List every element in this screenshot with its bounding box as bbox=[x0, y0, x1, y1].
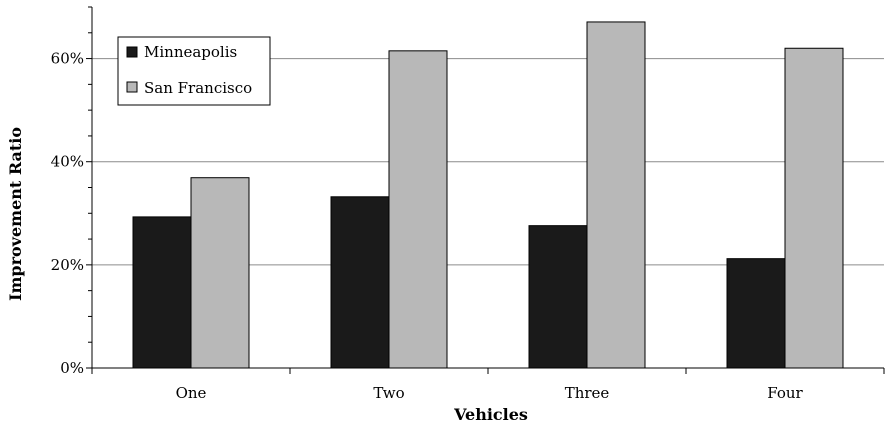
y-tick-labels: 0% 20% 40% 60% bbox=[51, 50, 84, 377]
x-tick-label: Two bbox=[373, 384, 404, 402]
x-tick-labels: One Two Three Four bbox=[176, 384, 804, 402]
x-tick-label: Three bbox=[565, 384, 610, 402]
y-tick-label: 60% bbox=[51, 50, 84, 68]
bar bbox=[528, 225, 588, 369]
x-axis-title: Vehicles bbox=[453, 405, 528, 424]
bar bbox=[330, 196, 390, 369]
axes bbox=[86, 6, 885, 374]
bar bbox=[586, 21, 646, 369]
bar bbox=[190, 177, 250, 369]
legend-swatch-san-francisco bbox=[126, 81, 138, 93]
legend-swatch-minneapolis bbox=[126, 46, 138, 58]
x-tick-label: One bbox=[176, 384, 207, 402]
y-axis-title: Improvement Ratio bbox=[6, 127, 25, 301]
bar bbox=[388, 50, 448, 369]
legend-label-minneapolis: Minneapolis bbox=[144, 43, 237, 61]
legend: Minneapolis San Francisco bbox=[117, 36, 271, 106]
x-tick-label: Four bbox=[767, 384, 803, 402]
bar bbox=[132, 216, 192, 369]
legend-box bbox=[117, 36, 271, 106]
y-tick-label: 20% bbox=[51, 256, 84, 274]
bars bbox=[132, 21, 844, 369]
bar bbox=[784, 47, 844, 369]
y-tick-label: 0% bbox=[60, 359, 84, 377]
legend-label-san-francisco: San Francisco bbox=[144, 79, 252, 97]
bar bbox=[726, 258, 786, 369]
y-tick-label: 40% bbox=[51, 153, 84, 171]
